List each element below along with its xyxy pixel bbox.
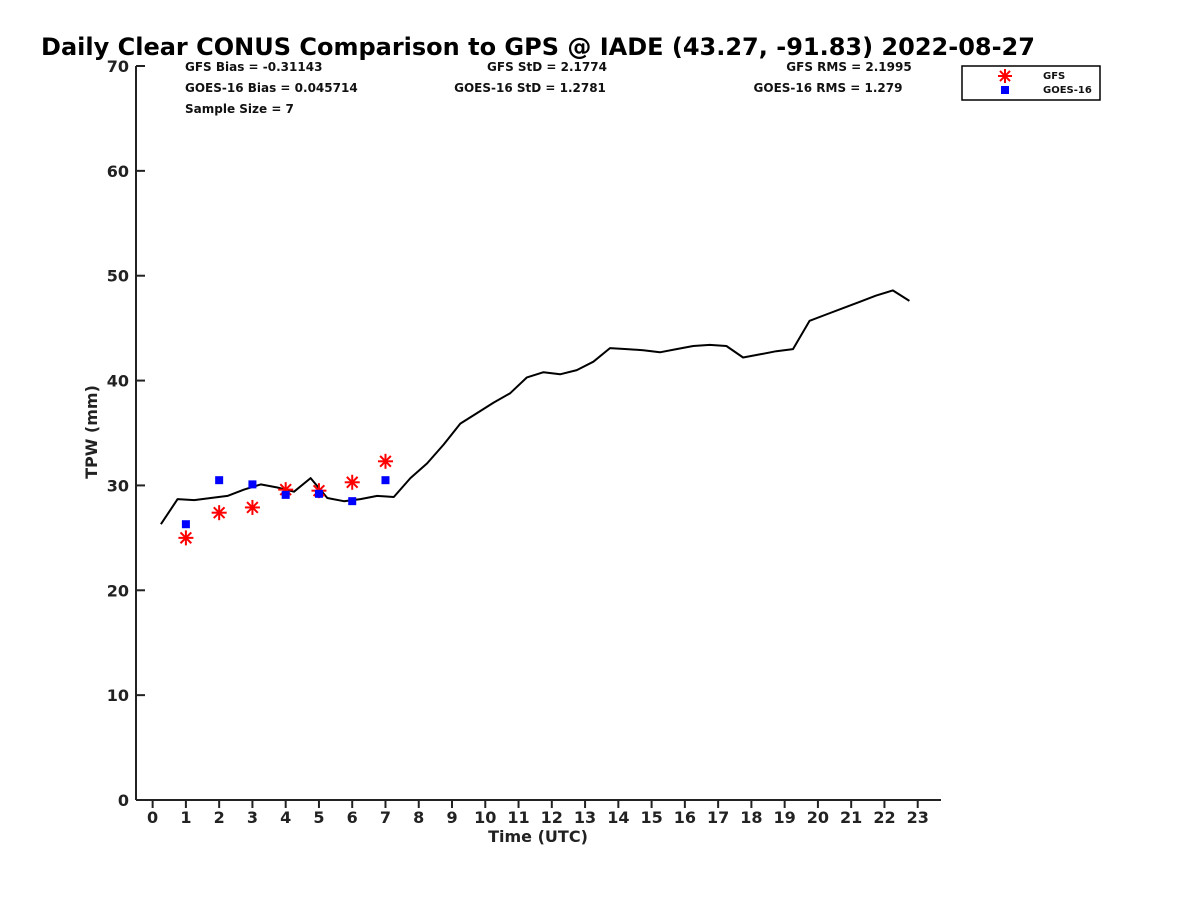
chart-title: Daily Clear CONUS Comparison to GPS @ IA… xyxy=(41,33,1035,61)
legend: GFS GOES-16 xyxy=(961,65,1101,101)
gfs-asterisk-stroke xyxy=(346,476,359,489)
x-tick-label: 22 xyxy=(873,808,895,827)
gfs-asterisk-stroke xyxy=(213,506,226,519)
y-tick-label: 60 xyxy=(107,162,129,181)
x-tick-label: 6 xyxy=(347,808,358,827)
x-tick-label: 20 xyxy=(807,808,829,827)
y-tick-label: 20 xyxy=(107,581,129,600)
gfs-point xyxy=(211,505,227,521)
goes-16-point xyxy=(281,490,290,499)
y-tick-label: 0 xyxy=(118,791,129,810)
stats-block: GFS Bias = -0.31143 GOES-16 Bias = 0.045… xyxy=(185,60,912,116)
legend-gfs-asterisk xyxy=(998,69,1012,83)
x-tick-label: 8 xyxy=(413,808,424,827)
y-axis-ticks: 0 10 20 30 40 50 60 70 xyxy=(107,57,145,810)
x-axis-label: Time (UTC) xyxy=(488,827,588,846)
goes-std-text: GOES-16 StD = 1.2781 xyxy=(454,81,606,95)
x-tick-label: 15 xyxy=(640,808,662,827)
x-tick-label: 5 xyxy=(313,808,324,827)
y-tick-label: 30 xyxy=(107,476,129,495)
x-tick-label: 1 xyxy=(180,808,191,827)
x-tick-label: 9 xyxy=(446,808,457,827)
x-tick-label: 18 xyxy=(740,808,762,827)
gps-series-line xyxy=(160,289,910,525)
x-tick-label: 17 xyxy=(707,808,729,827)
y-axis-label: TPW (mm) xyxy=(82,385,101,479)
x-tick-label: 10 xyxy=(474,808,496,827)
gfs-asterisk-stroke xyxy=(379,455,392,468)
x-axis-ticks: 0 1 2 3 4 5 6 7 8 9 10 11 12 13 14 15 16 17 18 19 20 21 22 23 xyxy=(147,800,929,827)
gfs-asterisk-stroke xyxy=(999,70,1011,82)
gfs-point xyxy=(377,453,393,469)
x-tick-label: 7 xyxy=(380,808,391,827)
goes-16-point xyxy=(314,489,323,498)
goes-16-point xyxy=(381,476,390,485)
sample-size-text: Sample Size = 7 xyxy=(185,102,294,116)
goes-16-point xyxy=(181,520,190,529)
x-tick-label: 3 xyxy=(247,808,258,827)
x-tick-label: 19 xyxy=(774,808,796,827)
legend-goes-label: GOES-16 xyxy=(1043,85,1092,96)
goes-16-point xyxy=(348,497,357,506)
x-tick-label: 4 xyxy=(280,808,291,827)
goes-16-point xyxy=(215,476,224,485)
gfs-point xyxy=(244,499,260,515)
x-tick-label: 2 xyxy=(214,808,225,827)
legend-box xyxy=(961,65,1101,101)
goes-bias-text: GOES-16 Bias = 0.045714 xyxy=(185,81,358,95)
y-tick-label: 10 xyxy=(107,686,129,705)
series-layer xyxy=(160,289,910,546)
gfs-std-text: GFS StD = 2.1774 xyxy=(487,60,607,74)
x-tick-label: 13 xyxy=(574,808,596,827)
x-tick-label: 16 xyxy=(674,808,696,827)
gfs-asterisk-stroke xyxy=(179,531,193,544)
gfs-asterisk-stroke xyxy=(246,501,259,514)
x-tick-label: 14 xyxy=(607,808,629,827)
gfs-point xyxy=(178,530,194,546)
x-tick-label: 11 xyxy=(507,808,529,827)
gfs-point xyxy=(344,474,360,490)
axes xyxy=(135,66,941,801)
legend-gfs-label: GFS xyxy=(1043,71,1065,82)
y-tick-label: 70 xyxy=(107,57,129,76)
x-tick-label: 0 xyxy=(147,808,158,827)
y-tick-label: 40 xyxy=(107,372,129,391)
goes-rms-text: GOES-16 RMS = 1.279 xyxy=(754,81,903,95)
goes-16-point xyxy=(248,480,257,489)
gfs-rms-text: GFS RMS = 2.1995 xyxy=(786,60,911,74)
x-tick-label: 12 xyxy=(541,808,563,827)
legend-gfs-marker xyxy=(998,69,1012,83)
y-tick-label: 50 xyxy=(107,267,129,286)
legend-goes-marker xyxy=(1001,86,1009,94)
x-tick-label: 21 xyxy=(840,808,862,827)
x-tick-label: 23 xyxy=(907,808,929,827)
gfs-bias-text: GFS Bias = -0.31143 xyxy=(185,60,322,74)
